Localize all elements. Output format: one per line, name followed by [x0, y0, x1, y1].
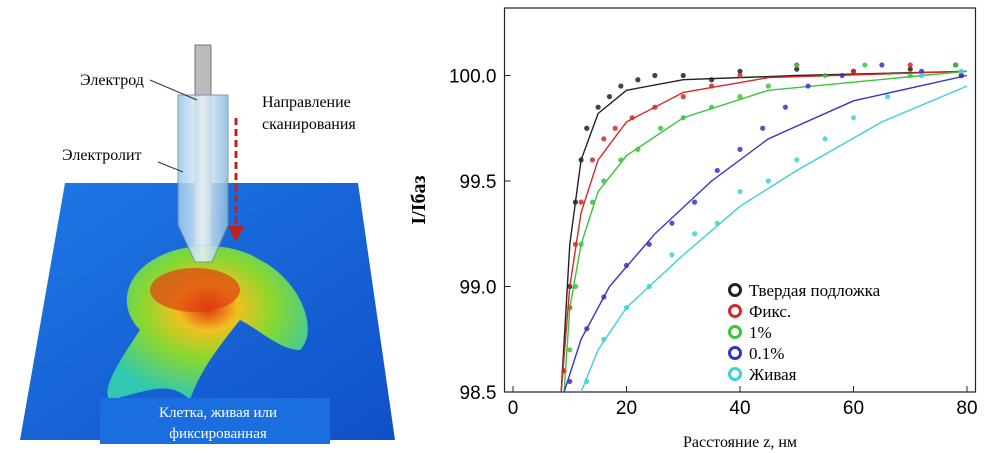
label: Электрод: [80, 72, 144, 89]
data-point: [760, 125, 766, 131]
legend-label: 1%: [749, 323, 772, 342]
label: Клетка, живая или: [159, 405, 277, 421]
data-point: [606, 94, 613, 100]
data-point: [669, 252, 675, 258]
fit-line: [560, 70, 968, 393]
data-point: [692, 199, 698, 205]
data-point: [794, 157, 800, 163]
x-axis-label: Расстояние z, нм: [683, 434, 797, 451]
data-point: [589, 157, 596, 163]
data-point: [737, 68, 743, 74]
data-point: [794, 66, 800, 72]
leader: [149, 79, 198, 101]
data-point: [879, 62, 885, 68]
data-point: [765, 83, 771, 89]
legend-marker: [728, 367, 742, 381]
data-point: [805, 83, 811, 89]
x-tick-label: 60: [843, 398, 864, 419]
data-point: [601, 136, 607, 142]
legend-marker: [728, 346, 742, 360]
y-tick-label: 99.0: [460, 278, 497, 299]
data-point: [839, 72, 845, 79]
data-point: [822, 136, 828, 142]
data-point: [680, 94, 686, 100]
data-point: [635, 77, 641, 83]
leader: [157, 161, 184, 173]
legend-label: Твердая подложка: [749, 281, 881, 300]
data-point: [953, 62, 959, 68]
legend-marker: [728, 325, 742, 339]
x-tick-label: 40: [729, 398, 750, 419]
fit-line: [580, 85, 968, 393]
data-point: [612, 125, 618, 131]
data-point: [567, 347, 573, 353]
data-point: [584, 125, 590, 131]
data-point: [595, 104, 601, 110]
cell-top: [150, 268, 240, 312]
y-tick-label: 99.5: [460, 172, 497, 193]
label: Направление: [262, 94, 351, 111]
data-point: [850, 115, 857, 121]
x-tick-label: 0: [508, 398, 519, 419]
label: Электролит: [62, 147, 142, 164]
data-point: [737, 146, 743, 152]
legend-marker: [728, 304, 742, 318]
data-point: [657, 125, 664, 131]
data-point: [822, 72, 828, 79]
illustration: Электрод Направление сканирования Электр…: [20, 44, 395, 444]
data-point: [918, 68, 925, 74]
data-point: [737, 72, 743, 79]
data-point: [714, 167, 720, 174]
legend-label: Фикс.: [749, 302, 791, 321]
fit-line: [563, 70, 968, 393]
data-point: [907, 66, 913, 72]
data-point: [794, 62, 800, 68]
fit-line: [563, 74, 968, 393]
data-point: [669, 220, 675, 226]
pipette: [177, 94, 229, 263]
label-box: [100, 398, 330, 444]
data-point: [618, 83, 624, 89]
data-point: [652, 72, 658, 79]
data-point: [680, 72, 686, 79]
data-point: [884, 94, 891, 100]
data-point: [862, 62, 868, 68]
y-tick-label: 100.0: [449, 67, 497, 88]
fit-line: [560, 70, 968, 393]
data-point: [623, 262, 630, 269]
legend-label: 0.1%: [749, 344, 784, 363]
data-point: [646, 241, 652, 247]
label: сканирования: [262, 116, 356, 133]
legend-label: Живая: [749, 365, 797, 384]
data-point: [578, 199, 584, 205]
scan-arrow-head: [228, 226, 244, 242]
x-tick-label: 20: [616, 398, 637, 419]
data-point: [765, 178, 771, 184]
data-point: [737, 188, 743, 195]
data-point: [692, 231, 698, 237]
data-point: [907, 62, 913, 68]
x-tick-label: 80: [956, 398, 977, 419]
label: фиксированная: [169, 426, 267, 442]
y-axis-label: I/Iбаз: [408, 175, 430, 224]
legend-marker: [728, 283, 742, 297]
data-point: [918, 72, 925, 79]
data-point: [958, 68, 964, 74]
data-point: [782, 104, 788, 110]
y-tick-label: 98.5: [460, 383, 497, 404]
chart: I/Iбаз Расстояние z, нм 0 20 40 60 80 98.5 99.…: [408, 7, 978, 451]
data-point: [850, 68, 857, 74]
data-point: [737, 94, 743, 100]
